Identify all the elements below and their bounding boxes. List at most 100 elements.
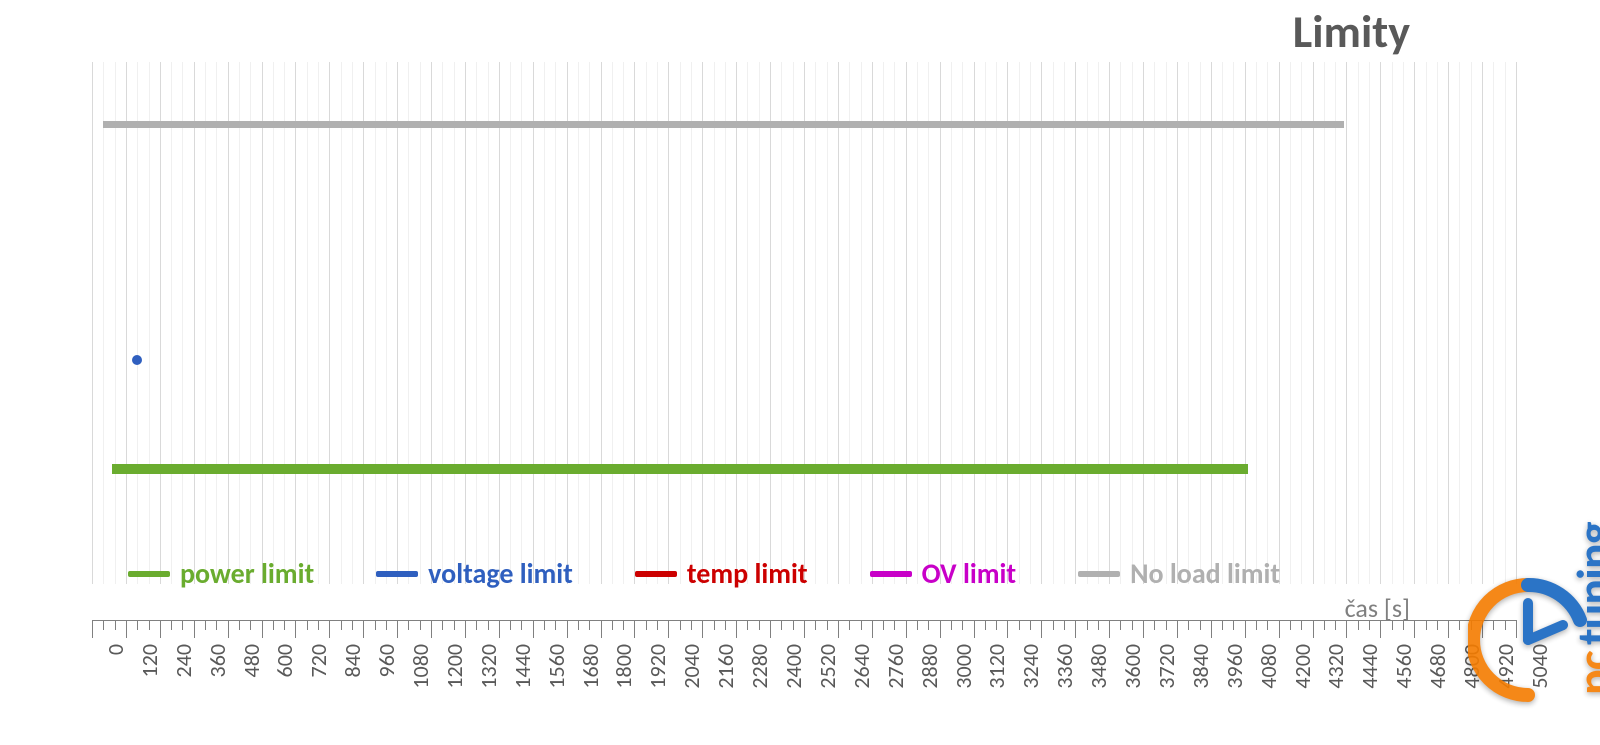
x-tick-label: 960 (373, 644, 400, 714)
watermark-text-tuning: tuning (1564, 522, 1600, 644)
x-tick-minor (578, 620, 579, 630)
gridline-minor (759, 62, 760, 584)
gridline-minor (103, 62, 104, 584)
x-tick-minor (1053, 620, 1054, 630)
x-tick-minor (951, 620, 952, 630)
gridline-minor (1166, 62, 1167, 584)
x-tick-label: 720 (305, 644, 332, 714)
gridline-major (1346, 62, 1347, 584)
gridline-minor (781, 62, 782, 584)
gridline-minor (544, 62, 545, 584)
x-tick-minor (149, 620, 150, 630)
gridline-minor (341, 62, 342, 584)
x-tick-label: 2280 (746, 644, 773, 714)
gridline-minor (1437, 62, 1438, 584)
gridline-major (295, 62, 296, 584)
gridline-minor (488, 62, 489, 584)
x-tick-minor (1019, 620, 1020, 630)
x-tick-minor (894, 620, 895, 630)
gridline-minor (883, 62, 884, 584)
gridline-major (1143, 62, 1144, 584)
gridline-minor (442, 62, 443, 584)
x-tick-minor (182, 620, 183, 630)
x-tick-major (634, 620, 635, 638)
x-axis-ticks: 0120240360480600720840960108012001320144… (92, 620, 1516, 621)
gridline-minor (1222, 62, 1223, 584)
gridline-major (838, 62, 839, 584)
x-tick-label: 4200 (1289, 644, 1316, 714)
gridline-minor (646, 62, 647, 584)
x-tick-label: 1440 (509, 644, 536, 714)
x-tick-major (295, 620, 296, 638)
gridline-major (1380, 62, 1381, 584)
legend-item-temp-limit: temp limit (635, 556, 808, 591)
gridline-minor (827, 62, 828, 584)
legend-item-no-load-limit: No load limit (1078, 556, 1280, 591)
x-tick-minor (307, 620, 308, 630)
x-tick-major (228, 620, 229, 638)
x-tick-label: 120 (136, 644, 163, 714)
x-tick-minor (680, 620, 681, 630)
gridline-major (1211, 62, 1212, 584)
gridline-minor (1290, 62, 1291, 584)
x-tick-minor (273, 620, 274, 630)
legend-item-power-limit: power limit (128, 556, 314, 591)
gridline-minor (1403, 62, 1404, 584)
gridline-minor (928, 62, 929, 584)
x-tick-minor (747, 620, 748, 630)
x-tick-minor (352, 620, 353, 630)
gridline-major (194, 62, 195, 584)
gridline-minor (284, 62, 285, 584)
gridline-major (1007, 62, 1008, 584)
gridline-major (601, 62, 602, 584)
x-tick-label: 1800 (610, 644, 637, 714)
x-tick-label: 3240 (1017, 644, 1044, 714)
x-tick-major (1211, 620, 1212, 638)
series-line-power-limit (112, 464, 1248, 474)
gridline-major (567, 62, 568, 584)
x-tick-major (1414, 620, 1415, 638)
x-tick-label: 3000 (950, 644, 977, 714)
gridline-major (1177, 62, 1178, 584)
gridline-major (1041, 62, 1042, 584)
gridline-minor (273, 62, 274, 584)
watermark-text-pc: pc (1564, 651, 1600, 695)
x-tick-minor (375, 620, 376, 630)
x-tick-minor (510, 620, 511, 630)
x-tick-minor (883, 620, 884, 630)
legend-item-voltage-limit: voltage limit (376, 556, 573, 591)
x-tick-major (770, 620, 771, 638)
gridline-major (397, 62, 398, 584)
gridline-major (1109, 62, 1110, 584)
x-tick-major (126, 620, 127, 638)
watermark-logo: pc tuning (1468, 385, 1588, 705)
x-tick-major (363, 620, 364, 638)
series-line-no-load-limit (103, 121, 1343, 128)
x-tick-minor (239, 620, 240, 630)
gridline-minor (1267, 62, 1268, 584)
gridline-minor (1426, 62, 1427, 584)
gridline-major (465, 62, 466, 584)
x-tick-minor (1222, 620, 1223, 630)
gridline-major (499, 62, 500, 584)
gridline-major (770, 62, 771, 584)
x-tick-minor (115, 620, 116, 630)
gridline-minor (1459, 62, 1460, 584)
x-tick-minor (476, 620, 477, 630)
x-tick-minor (1087, 620, 1088, 630)
x-tick-major (736, 620, 737, 638)
gridline-major (533, 62, 534, 584)
gridline-minor (555, 62, 556, 584)
gridline-minor (1358, 62, 1359, 584)
gridline-minor (962, 62, 963, 584)
gridline-minor (1064, 62, 1065, 584)
gridline-minor (521, 62, 522, 584)
x-tick-major (262, 620, 263, 638)
gridline-minor (747, 62, 748, 584)
gridline-major (906, 62, 907, 584)
x-tick-major (838, 620, 839, 638)
plot-area (92, 62, 1516, 584)
gridline-minor (375, 62, 376, 584)
x-tick-minor (612, 620, 613, 630)
legend-label: temp limit (687, 556, 808, 591)
